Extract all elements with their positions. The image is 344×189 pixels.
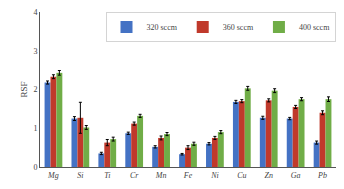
svg-text:Ti: Ti — [104, 171, 110, 180]
svg-text:3: 3 — [33, 47, 37, 56]
svg-text:Fe: Fe — [183, 171, 193, 180]
svg-text:Cr: Cr — [130, 171, 139, 180]
svg-text:Si: Si — [77, 171, 83, 180]
svg-text:0: 0 — [33, 163, 37, 172]
svg-text:1: 1 — [33, 124, 37, 133]
svg-text:320 sccm: 320 sccm — [147, 23, 178, 32]
svg-text:Pb: Pb — [317, 171, 327, 180]
svg-text:360 sccm: 360 sccm — [223, 23, 254, 32]
svg-text:Ga: Ga — [291, 171, 301, 180]
svg-text:400 sccm: 400 sccm — [299, 23, 330, 32]
svg-text:RSF: RSF — [19, 81, 29, 97]
svg-text:Mg: Mg — [47, 171, 59, 180]
svg-text:4: 4 — [33, 8, 37, 17]
svg-text:Cu: Cu — [237, 171, 246, 180]
svg-text:2: 2 — [33, 85, 37, 94]
svg-text:Mn: Mn — [155, 171, 167, 180]
svg-text:Ni: Ni — [210, 171, 219, 180]
svg-text:Zn: Zn — [265, 171, 273, 180]
